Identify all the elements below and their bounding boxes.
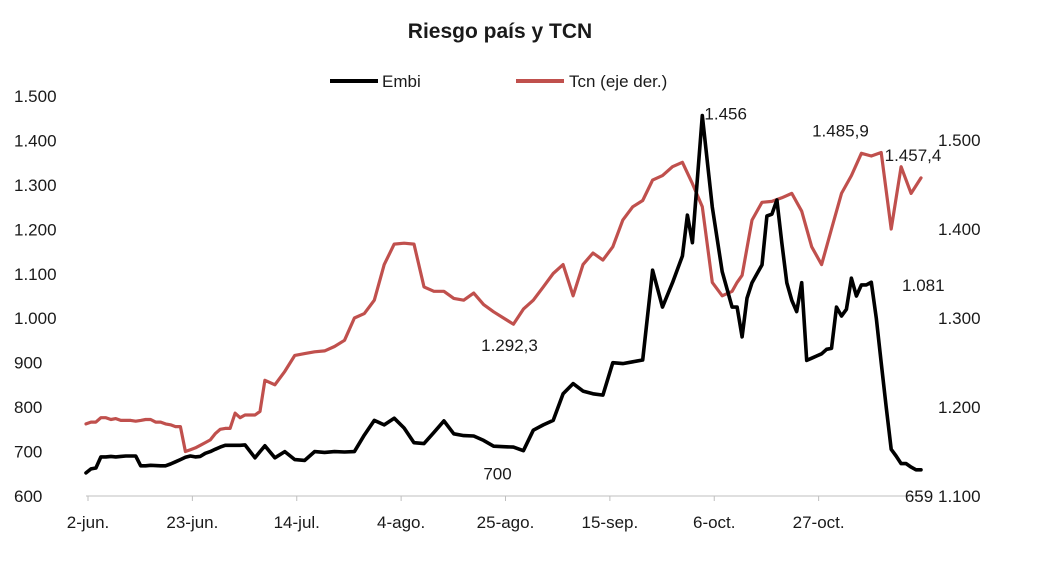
data-label: 1.485,9 [812,122,869,141]
x-tick-label: 14-jul. [274,513,320,532]
x-tick-label: 4-ago. [377,513,425,532]
x-axis-ticks: 2-jun. 23-jun. 14-jul. 4-ago. 25-ago. 15-sep.… [67,496,845,532]
y-right-tick-label: 1.100 [938,487,981,506]
y-right-tick-label: 1.300 [938,309,981,328]
legend: Embi Tcn (eje der.) [330,72,667,91]
x-tick-label: 27-oct. [793,513,845,532]
data-label: 1.292,3 [481,336,538,355]
y-left-tick-label: 1.500 [14,87,57,106]
data-label: 700 [483,465,511,484]
chart-title: Riesgo país y TCN [408,20,592,43]
series-line-embi [84,113,923,475]
y-right-tick-label: 1.200 [938,398,981,417]
y-axis-left-ticks: 600 700 800 900 1.000 1.100 1.200 1.300 1.400 1.5… [14,87,57,506]
series-line-tcn [84,150,923,454]
x-tick-label: 6-oct. [693,513,736,532]
x-tick-label: 2-jun. [67,513,110,532]
y-right-tick-label: 1.400 [938,220,981,239]
y-left-tick-label: 1.000 [14,309,57,328]
y-left-tick-label: 1.400 [14,131,57,150]
y-left-tick-label: 600 [14,487,42,506]
y-left-tick-label: 700 [14,443,42,462]
annotations: 1.456 1.485,9 1.457,4 1.292,3 700 1.081 659 [481,105,944,506]
legend-label-embi: Embi [382,72,421,91]
data-label: 659 [905,487,933,506]
x-tick-label: 15-sep. [582,513,639,532]
y-left-tick-label: 1.300 [14,176,57,195]
series-layer [84,113,923,475]
data-label: 1.457,4 [885,146,942,165]
data-label: 1.456 [704,105,747,124]
x-tick-label: 25-ago. [477,513,535,532]
x-tick-label: 23-jun. [166,513,218,532]
y-left-tick-label: 1.200 [14,220,57,239]
y-axis-right-ticks: 1.100 1.200 1.300 1.400 1.500 [938,131,981,506]
y-left-tick-label: 1.100 [14,265,57,284]
legend-label-tcn: Tcn (eje der.) [569,72,667,91]
data-label: 1.081 [902,276,945,295]
y-left-tick-label: 900 [14,354,42,373]
y-left-tick-label: 800 [14,398,42,417]
y-right-tick-label: 1.500 [938,131,981,150]
